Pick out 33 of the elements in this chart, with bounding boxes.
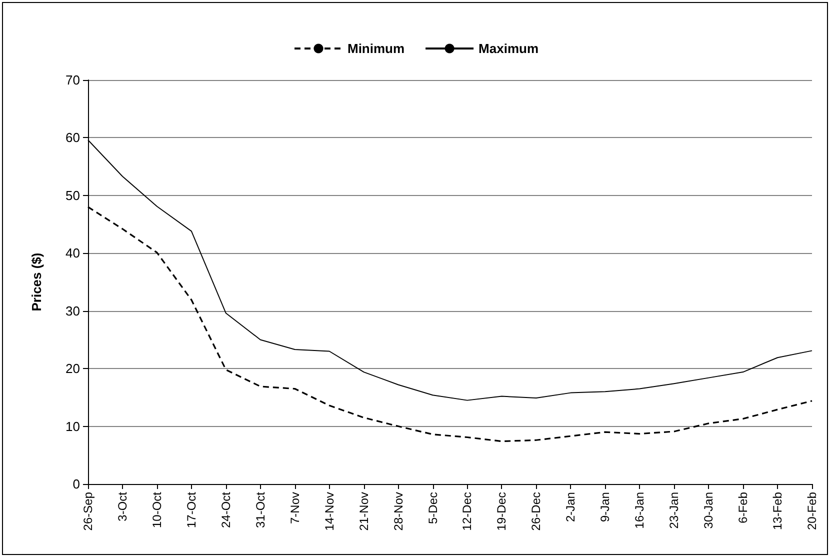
x-tick-label: 31-Oct — [253, 491, 268, 528]
x-tick-label: 13-Feb — [770, 492, 785, 530]
y-tick-label: 40 — [66, 246, 80, 261]
x-tick-label: 10-Oct — [150, 491, 164, 528]
x-tick-label: 28-Nov — [391, 492, 406, 531]
legend-label: Minimum — [347, 41, 405, 56]
x-tick-label: 24-Oct — [218, 491, 233, 528]
y-tick-label: 70 — [66, 72, 80, 88]
legend-label: Maximum — [478, 41, 539, 56]
y-tick-label: 60 — [66, 130, 80, 146]
x-tick-label: 12-Dec — [460, 492, 474, 531]
x-tick-label: 26-Dec — [529, 492, 544, 531]
x-tick-label: 21-Nov — [356, 492, 371, 531]
x-tick-label: 2-Jan — [564, 492, 578, 522]
y-tick-label: 0 — [72, 476, 80, 492]
y-tick-label: 10 — [66, 418, 80, 434]
x-tick-label: 30-Jan — [702, 492, 716, 529]
y-tick-label: 20 — [66, 361, 80, 376]
x-tick-label: 3-Oct — [115, 491, 130, 522]
x-tick-label: 9-Jan — [598, 492, 612, 522]
y-tick-label: 50 — [66, 188, 80, 203]
x-tick-label: 7-Nov — [288, 492, 302, 524]
x-tick-label: 14-Nov — [322, 492, 336, 531]
x-tick-label: 19-Dec — [494, 492, 509, 531]
x-tick-label: 16-Jan — [632, 492, 647, 529]
y-axis-title: Prices ($) — [29, 252, 44, 312]
x-tick-label: 20-Feb — [805, 492, 819, 530]
x-tick-label: 23-Jan — [667, 492, 682, 529]
x-tick-label: 17-Oct — [184, 491, 198, 528]
x-tick-label: 26-Sep — [81, 492, 95, 531]
x-tick-label: 5-Dec — [426, 492, 440, 524]
x-tick-label: 6-Feb — [736, 492, 750, 524]
y-tick-label: 30 — [66, 303, 80, 318]
